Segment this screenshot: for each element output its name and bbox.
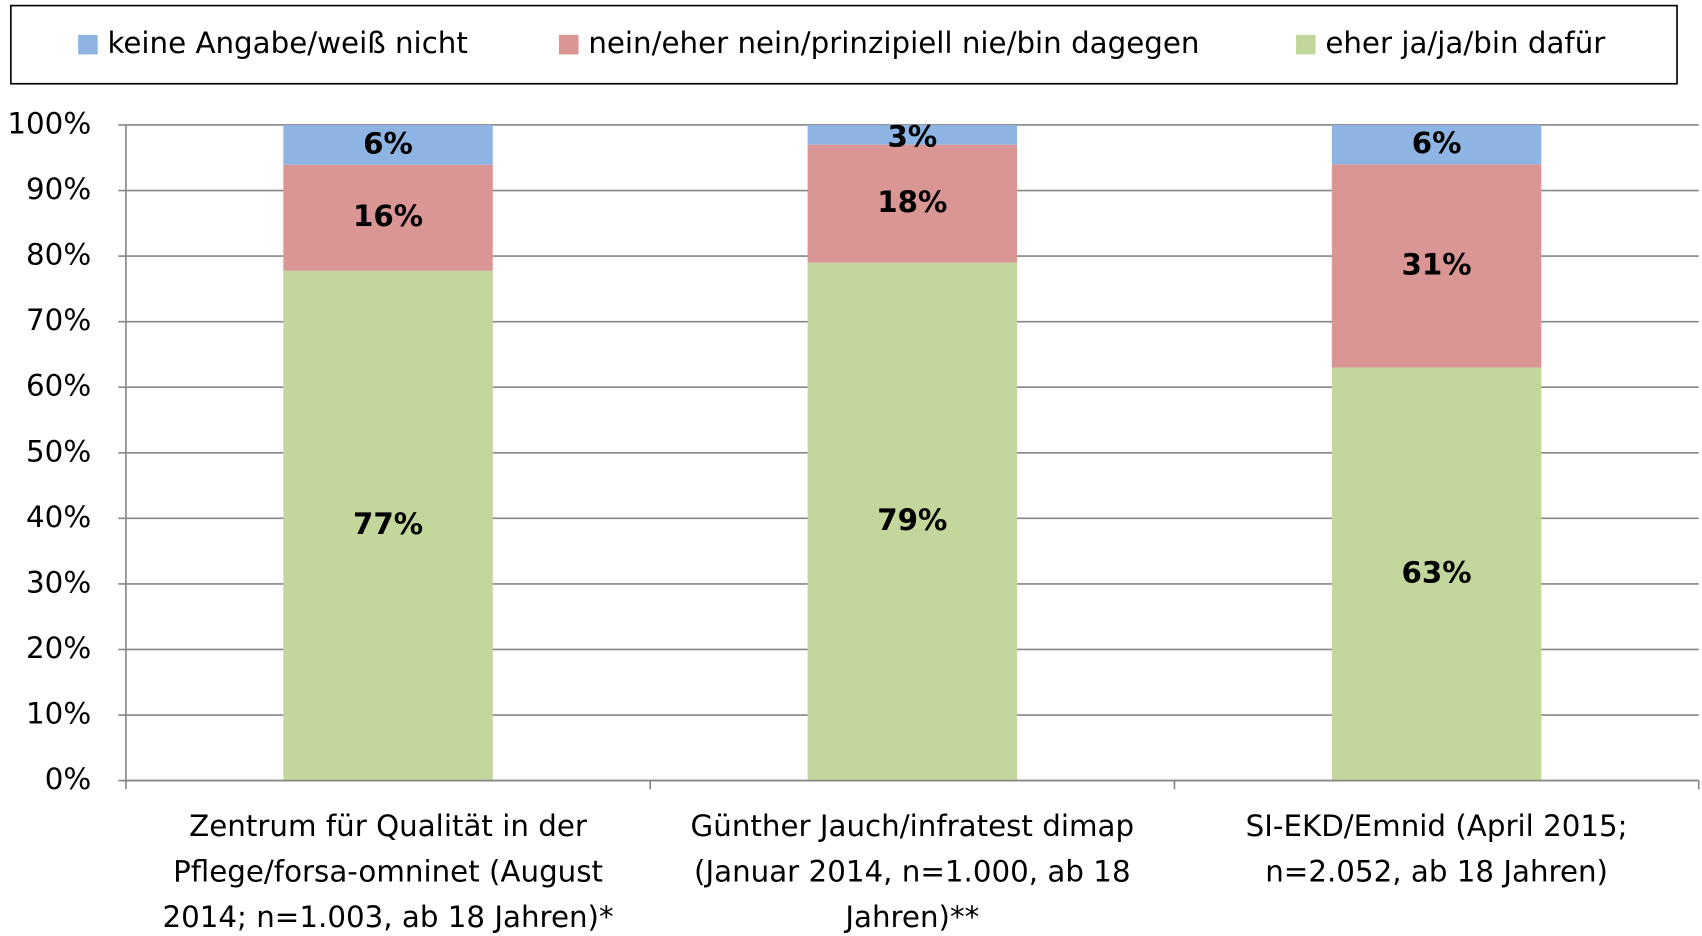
- legend-swatch: [78, 34, 98, 55]
- y-tick-label: 0%: [45, 762, 91, 796]
- y-tick-label: 50%: [26, 434, 91, 468]
- legend-box: [10, 4, 1678, 85]
- legend-swatch: [1296, 34, 1316, 55]
- data-label: 6%: [363, 126, 413, 160]
- y-tick-label: 100%: [7, 106, 91, 140]
- y-tick-label: 90%: [26, 172, 91, 206]
- x-label-box: SI-EKD/Emnid (April 2015; n=2.052, ab 18…: [1245, 809, 1628, 890]
- x-label-box: Zentrum für Qualität in der Pflege/forsa…: [162, 809, 614, 935]
- legend-swatch: [559, 34, 579, 55]
- data-label: 79%: [877, 503, 947, 537]
- x-tick-label: SI-EKD/Emnid (April 2015; n=2.052, ab 18…: [1245, 809, 1628, 890]
- bar-segment: [283, 270, 493, 781]
- y-tick-label: 60%: [26, 369, 91, 403]
- x-label-box: Günther Jauch/infratest dimap (Januar 20…: [690, 809, 1135, 935]
- bar-segment: [283, 124, 493, 165]
- data-label: 18%: [877, 185, 947, 219]
- legend-label: nein/eher nein/prinzipiell nie/bin dageg…: [588, 26, 1199, 60]
- data-label: 6%: [1412, 126, 1462, 160]
- data-label: 77%: [353, 507, 423, 541]
- legend-label: keine Angabe/weiß nicht: [107, 26, 467, 60]
- data-label: 31%: [1402, 247, 1472, 281]
- bar-segment: [807, 262, 1018, 781]
- y-tick-label: 40%: [26, 500, 91, 534]
- data-label: 3%: [887, 120, 937, 154]
- bar-segment: [1331, 367, 1542, 781]
- bar-segment: [1331, 124, 1542, 165]
- y-tick-label: 80%: [26, 238, 91, 272]
- y-tick-label: 70%: [26, 303, 91, 337]
- x-tick-label: Günther Jauch/infratest dimap (Januar 20…: [690, 809, 1135, 935]
- data-label: 63%: [1402, 556, 1472, 590]
- y-tick-label: 10%: [26, 697, 91, 731]
- bar-segment: [807, 124, 1018, 145]
- bar-segment: [283, 164, 493, 271]
- x-tick-label: Zentrum für Qualität in der Pflege/forsa…: [162, 809, 614, 935]
- bar-segment: [807, 144, 1018, 263]
- y-tick-label: 30%: [26, 565, 91, 599]
- y-tick-label: 20%: [26, 631, 91, 665]
- data-label: 16%: [353, 199, 423, 233]
- legend-label: eher ja/ja/bin dafür: [1325, 26, 1606, 60]
- bar-segment: [1331, 164, 1542, 368]
